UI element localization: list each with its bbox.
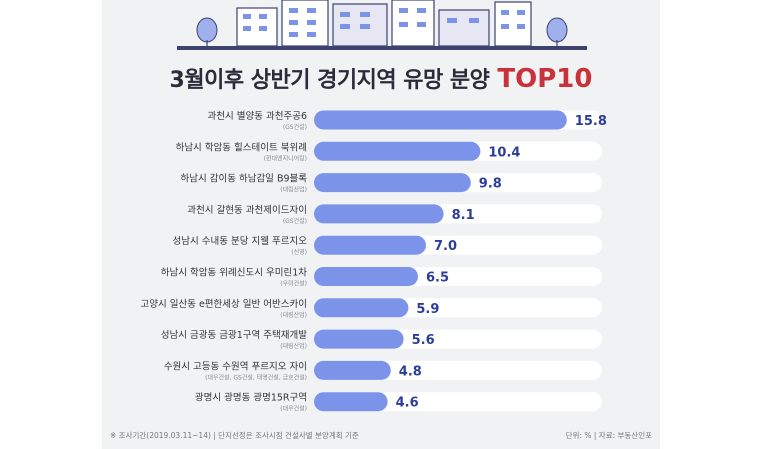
bar [314, 298, 409, 318]
category-label: 하남시 학암동 힐스테이트 북위례 [176, 141, 307, 153]
category-label: 성남시 금광동 금광1구역 주택재개발 [161, 329, 307, 341]
category-label: 수원시 고등동 수원역 푸르지오 자이 [164, 361, 307, 372]
category-label: 하남시 감이동 하남감일 B9블록 [180, 173, 307, 185]
footer-unit: 단위: % | 자료: 부동산인포 [565, 431, 652, 440]
value-label: 4.8 [399, 364, 422, 379]
builder-label: (대림산업) [280, 186, 307, 194]
value-label: 5.9 [416, 302, 439, 317]
builder-label: (대림산업) [280, 311, 307, 319]
bar [314, 173, 471, 193]
builder-label: (신영) [291, 248, 307, 256]
builder-label: (우미건설) [280, 280, 307, 288]
bar [314, 235, 426, 255]
builder-label: (대림산업) [280, 342, 307, 350]
title-highlight: TOP10 [497, 64, 593, 94]
value-label: 10.4 [488, 145, 520, 160]
title-main: 3월이후 상반기 경기지역 유망 분양 [169, 68, 490, 93]
bar [314, 141, 481, 161]
builder-label: (현대엔지니어링) [264, 154, 307, 162]
value-label: 5.6 [412, 333, 435, 348]
value-label: 4.6 [396, 396, 419, 411]
bar [314, 110, 567, 130]
infographic-card: 3월이후 상반기 경기지역 유망 분양 TOP10 과천시 별양동 과천주공6 (G… [102, 0, 660, 449]
bar [314, 204, 444, 224]
value-label: 6.5 [426, 271, 449, 286]
category-label: 성남시 수내동 분당 지웰 푸르지오 [173, 236, 308, 247]
builder-label: (GS건설) [283, 217, 307, 225]
value-label: 15.8 [575, 114, 607, 129]
category-label: 하남시 학암동 위례신도시 우미린1차 [161, 267, 307, 279]
builder-label: (대우건설) [280, 405, 307, 413]
bar [314, 360, 391, 380]
category-label: 과천시 갈현동 과천제이드자이 [187, 204, 307, 216]
value-label: 8.1 [452, 208, 475, 223]
bar [314, 329, 404, 349]
chart-title: 3월이후 상반기 경기지역 유망 분양 TOP10 [102, 62, 660, 94]
builder-label: (GS건설) [283, 123, 307, 131]
footer-note: ※ 조사기간(2019.03.11~14) | 단지선정은 조사시점 건설사별 … [110, 431, 359, 440]
value-label: 9.8 [479, 177, 502, 192]
category-label: 과천시 별양동 과천주공6 [208, 111, 307, 122]
category-label: 광명시 광명동 광명15R구역 [195, 392, 307, 404]
city-skyline-illustration [177, 0, 587, 50]
bar [314, 392, 388, 412]
category-label: 고양시 일산동 e편한세상 일반 어반스카이 [140, 298, 307, 310]
builder-label: (대우건설, GS건설, 태영건설, 금호건설) [205, 373, 307, 381]
bar [314, 267, 418, 286]
value-label: 7.0 [434, 239, 457, 254]
